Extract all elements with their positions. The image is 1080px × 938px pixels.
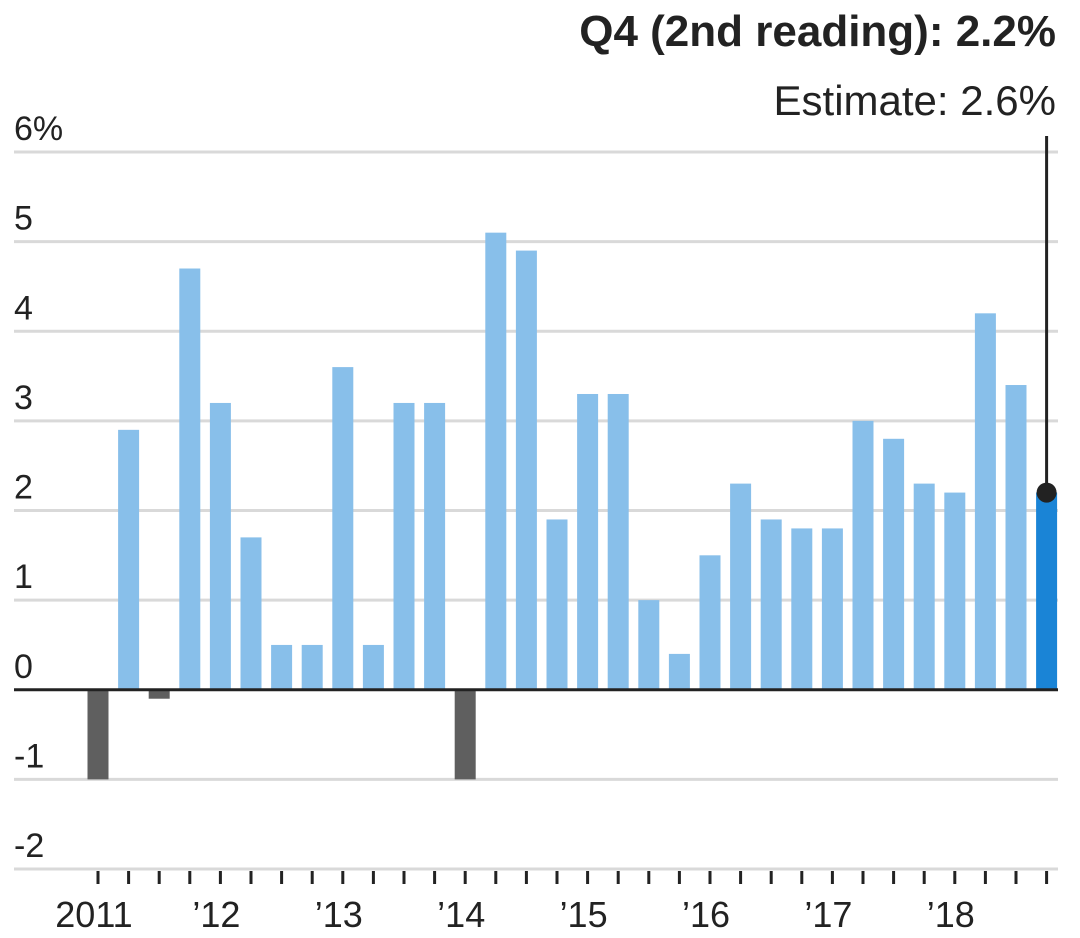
bar-2014-q2 [485,232,507,690]
x-tick-label: ’12 [192,894,240,935]
bar-2016-q1 [699,555,721,690]
y-axis-labels: 6% 5 4 3 2 1 0 -1 -2 [14,110,63,865]
annotation-subtitle: Estimate: 2.6% [774,77,1056,124]
y-tick-label: 0 [14,648,33,686]
bar-2015-q2 [607,393,629,690]
bar-2011-q2 [118,429,140,690]
annotation: Q4 (2nd reading): 2.2% Estimate: 2.6% [579,7,1057,503]
bar-2014-q1 [454,689,476,780]
y-tick-label: 6% [14,110,63,148]
bar-2014-q4 [546,519,568,690]
bar-2013-q2 [362,644,384,690]
bar-2015-q3 [638,600,660,690]
y-tick-label: 5 [14,200,33,238]
bar-2014-q3 [515,250,537,690]
bar-2015-q4 [668,653,690,690]
x-tick-label: ’17 [804,894,852,935]
y-tick-label: -2 [14,827,44,865]
annotation-title: Q4 (2nd reading): 2.2% [579,7,1056,56]
bar-2018-q1 [944,492,966,690]
bar-2012-q2 [240,537,262,690]
y-tick-label: 1 [14,558,33,596]
x-tick-label: 2011 [55,894,132,935]
x-tick-label: ’15 [560,894,608,935]
y-tick-label: 2 [14,469,33,507]
annotation-marker [1036,482,1057,503]
bar-2011-q1 [87,689,109,780]
bars [87,232,1058,780]
y-tick-label: 4 [14,289,33,327]
x-tick-label: ’14 [437,894,485,935]
bar-2018-q4 [1036,492,1058,690]
x-tick-label: ’13 [315,894,363,935]
bar-2017-q1 [821,528,843,690]
bar-2015-q1 [577,393,599,690]
y-tick-label: 3 [14,379,33,417]
bar-2013-q3 [393,402,415,690]
y-tick-label: -1 [14,737,44,775]
bar-2016-q4 [791,528,813,690]
bar-2012-q1 [209,402,231,690]
bar-2011-q3 [148,689,170,699]
bar-2017-q2 [852,420,874,690]
bar-2016-q2 [730,483,752,690]
bar-2013-q1 [332,367,354,690]
bar-2017-q4 [913,483,935,690]
x-axis: 2011 ’12 ’13 ’14 ’15 ’16 ’17 ’18 [55,871,1049,935]
bar-2018-q2 [974,313,996,690]
bar-2018-q3 [1005,385,1027,690]
bar-2012-q4 [301,644,323,690]
bar-2012-q3 [271,644,293,690]
bar-2017-q3 [883,438,905,690]
x-tick-label: ’18 [927,894,975,935]
bar-2016-q3 [760,519,782,690]
bar-2013-q4 [424,402,446,690]
x-tick-label: ’16 [682,894,730,935]
bar-2011-q4 [179,268,201,690]
